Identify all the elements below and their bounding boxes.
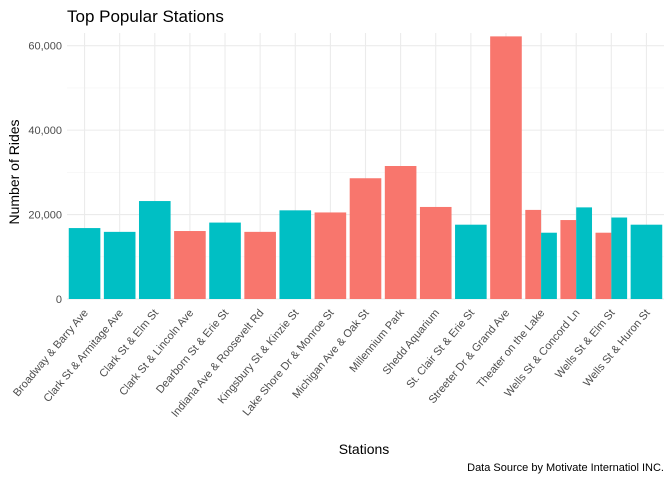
bar: [525, 209, 542, 299]
bar: [314, 212, 347, 299]
x-tick-label: St. Clair St & Erie St: [404, 307, 477, 391]
bar: [103, 231, 136, 299]
bar: [209, 222, 241, 299]
y-tick-label: 20,000: [28, 210, 62, 222]
bar: [490, 36, 522, 299]
bar: [138, 201, 171, 299]
bar: [576, 207, 593, 299]
bar: [244, 231, 276, 299]
bar: [174, 231, 206, 299]
bar: [560, 220, 577, 299]
y-axis-title: Number of Rides: [6, 119, 22, 224]
bar: [279, 210, 312, 299]
bar: [541, 232, 557, 299]
bar: [611, 217, 628, 299]
x-tick-label: Wells St & Huron St: [581, 307, 653, 389]
x-tick-label: Theater on the Lake: [475, 307, 547, 390]
x-axis-title: Stations: [339, 441, 390, 457]
bar: [419, 206, 452, 299]
bar: [595, 232, 612, 299]
bar: [349, 178, 382, 299]
data-source-caption: Data Source by Motivate Internatiol INC.: [467, 462, 664, 474]
y-axis-ticks: 0 20,000 40,000 60,000: [28, 41, 62, 306]
bar: [630, 224, 663, 299]
chart-title: Top Popular Stations: [67, 7, 224, 26]
bars: [68, 36, 663, 299]
bar: [68, 228, 101, 299]
y-tick-label: 40,000: [28, 125, 62, 137]
bar: [384, 166, 417, 299]
y-tick-label: 0: [56, 294, 62, 306]
bar: [455, 224, 487, 299]
y-tick-label: 60,000: [28, 41, 62, 53]
